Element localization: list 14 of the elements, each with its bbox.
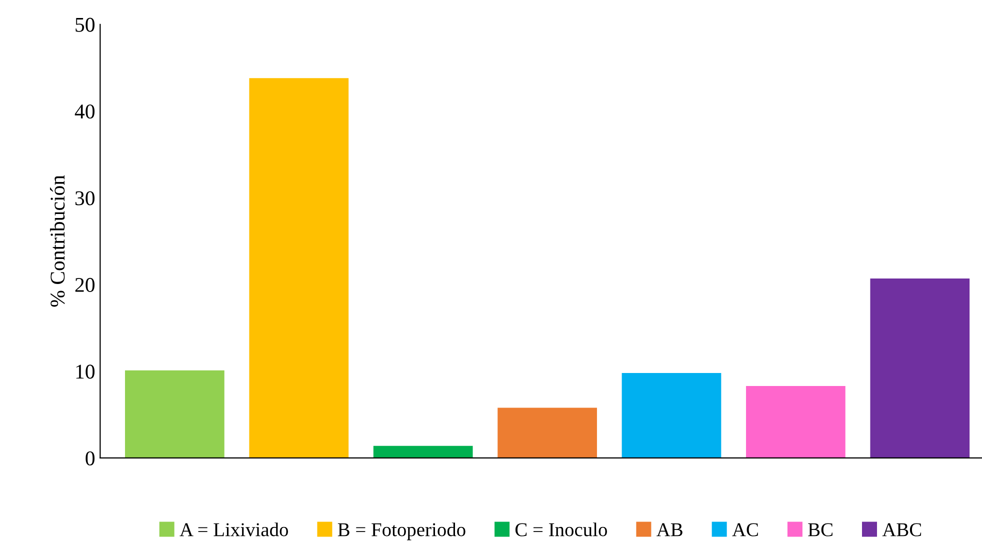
legend-label: C = Inoculo: [515, 522, 607, 536]
y-tick-label: 50: [76, 18, 95, 32]
legend-label: AB: [656, 523, 682, 536]
legend-label: A = Lixiviado: [180, 522, 288, 536]
legend-label: AC: [732, 523, 758, 536]
y-axis-title: % Contribución: [50, 175, 65, 307]
y-tick-label: 10: [76, 364, 95, 379]
y-tick-label: 0: [86, 451, 95, 466]
legend-label: ABC: [882, 523, 922, 536]
y-tick-label: 40: [74, 104, 95, 119]
y-tick-label: 20: [75, 278, 95, 292]
legend-label: B = Fotoperiodo: [338, 522, 466, 540]
y-tick-label: 30: [75, 191, 95, 206]
legend-label: BC: [808, 523, 832, 536]
